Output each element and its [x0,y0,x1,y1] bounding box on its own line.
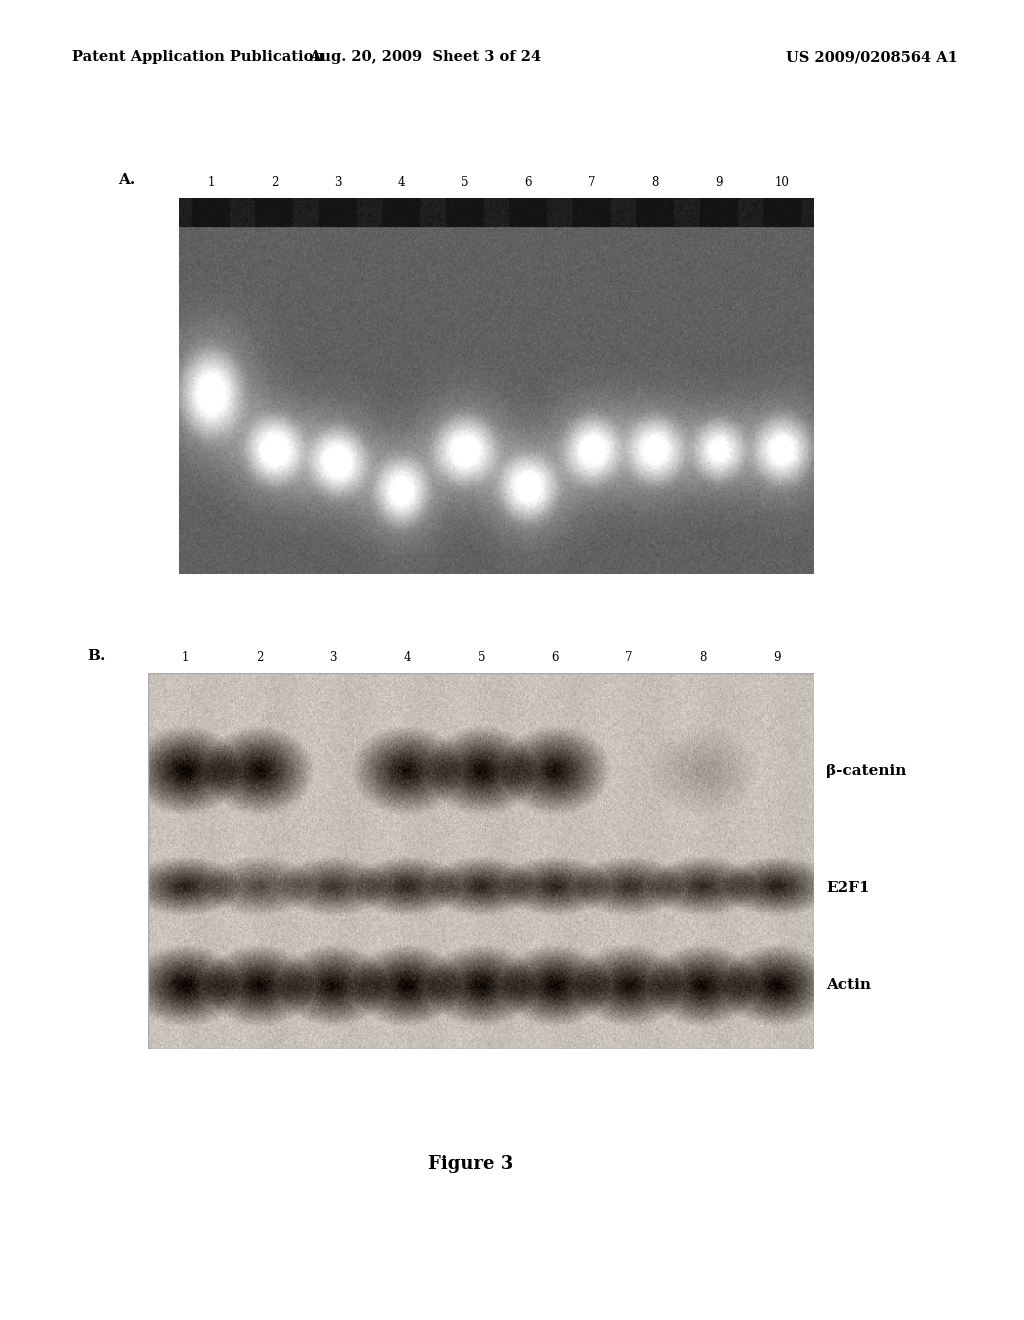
Text: 3: 3 [330,651,337,664]
Text: 1: 1 [182,651,189,664]
Text: 5: 5 [461,176,469,189]
Text: 9: 9 [773,651,781,664]
Text: 2: 2 [270,176,279,189]
Text: 5: 5 [477,651,485,664]
Text: A.: A. [118,173,135,187]
Text: US 2009/0208564 A1: US 2009/0208564 A1 [785,50,957,65]
Text: 6: 6 [552,651,559,664]
Text: E2F1: E2F1 [826,880,870,895]
Text: 4: 4 [397,176,406,189]
Text: 6: 6 [524,176,532,189]
Text: 7: 7 [626,651,633,664]
Text: 1: 1 [207,176,215,189]
Text: 3: 3 [334,176,342,189]
Text: B.: B. [87,648,105,663]
Text: 2: 2 [256,651,263,664]
Text: 9: 9 [715,176,723,189]
Text: 10: 10 [775,176,790,189]
Text: 7: 7 [588,176,596,189]
Text: β-catenin: β-catenin [826,764,906,777]
Text: 8: 8 [651,176,659,189]
Text: Patent Application Publication: Patent Application Publication [72,50,324,65]
Text: Figure 3: Figure 3 [428,1155,514,1173]
Text: Aug. 20, 2009  Sheet 3 of 24: Aug. 20, 2009 Sheet 3 of 24 [309,50,541,65]
Text: 8: 8 [699,651,707,664]
Text: 4: 4 [403,651,411,664]
Text: Actin: Actin [826,978,871,993]
